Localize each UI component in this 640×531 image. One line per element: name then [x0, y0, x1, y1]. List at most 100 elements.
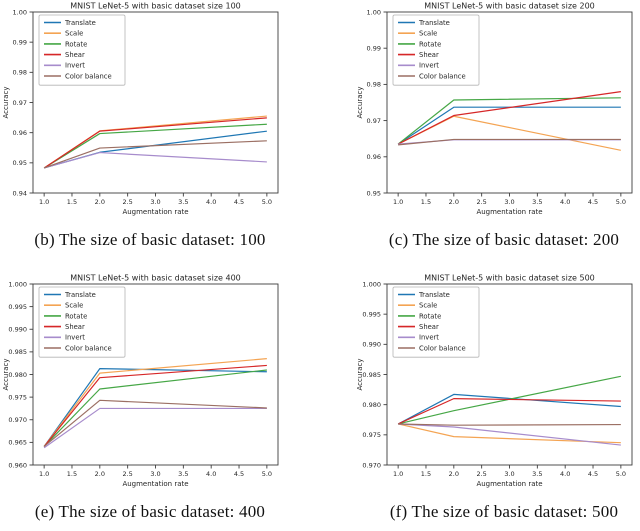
x-tick-label: 2.0	[449, 470, 459, 478]
legend-label: Color balance	[419, 72, 466, 80]
subplot-c-inner: MNIST LeNet-5 with basic dataset size 20…	[354, 0, 640, 250]
y-tick-label: 0.96	[367, 153, 381, 161]
x-tick-label: 4.0	[560, 470, 570, 478]
x-tick-label: 3.0	[504, 470, 514, 478]
x-tick-label: 3.5	[178, 198, 188, 206]
y-tick-label: 0.990	[362, 341, 381, 349]
x-tick-label: 3.5	[532, 470, 542, 478]
x-tick-label: 5.0	[616, 470, 626, 478]
y-tick-label: 0.995	[8, 303, 27, 311]
y-axis-label: Accuracy	[2, 359, 10, 391]
y-tick-label: 0.995	[362, 310, 381, 318]
x-tick-label: 2.0	[95, 198, 105, 206]
series-line-rotate	[398, 375, 621, 425]
x-tick-label: 2.5	[122, 198, 132, 206]
x-tick-label: 3.0	[150, 470, 160, 478]
y-tick-label: 0.98	[13, 69, 27, 77]
y-tick-label: 0.985	[8, 348, 27, 356]
x-tick-label: 3.5	[532, 198, 542, 206]
x-tick-label: 3.0	[504, 198, 514, 206]
series-line-invert	[43, 407, 267, 449]
x-tick-label: 1.5	[421, 198, 431, 206]
series-line-invert	[43, 151, 267, 169]
series-line-shear	[397, 398, 621, 425]
chart-title: MNIST LeNet-5 with basic dataset size 20…	[424, 2, 595, 11]
y-tick-label: 0.97	[367, 117, 381, 125]
legend-label: Scale	[419, 302, 437, 310]
series-line-color-balance	[43, 399, 267, 447]
y-axis-label: Accuracy	[356, 87, 364, 119]
series-line-color-balance	[398, 138, 621, 146]
y-tick-label: 1.00	[13, 8, 27, 16]
legend-label: Invert	[419, 62, 439, 70]
legend-label: Scale	[65, 302, 83, 310]
legend-label: Translate	[418, 19, 450, 27]
legend-label: Invert	[419, 334, 439, 342]
subplot-caption-c: (c) The size of basic dataset: 200	[388, 230, 620, 249]
x-tick-label: 2.5	[476, 470, 486, 478]
y-tick-label: 0.99	[367, 45, 381, 53]
y-tick-label: 0.96	[13, 129, 27, 137]
legend-label: Rotate	[419, 40, 441, 48]
y-tick-label: 0.975	[362, 431, 381, 439]
x-axis-label: Augmentation rate	[122, 208, 188, 216]
y-tick-label: 0.970	[8, 416, 27, 424]
legend-label: Shear	[65, 51, 85, 59]
series-line-invert	[398, 423, 621, 446]
legend-label: Color balance	[419, 344, 466, 352]
legend-label: Translate	[64, 19, 96, 27]
x-tick-label: 4.0	[206, 470, 216, 478]
x-tick-label: 3.0	[150, 198, 160, 206]
x-tick-label: 3.5	[178, 470, 188, 478]
y-tick-label: 0.965	[8, 439, 27, 447]
series-line-color-balance	[43, 140, 267, 169]
y-tick-label: 1.00	[367, 8, 381, 16]
legend-label: Shear	[419, 51, 439, 59]
x-tick-label: 4.5	[588, 198, 598, 206]
x-tick-label: 1.0	[393, 198, 403, 206]
legend-label: Shear	[65, 323, 85, 331]
legend-label: Scale	[419, 30, 437, 38]
y-tick-label: 0.95	[367, 189, 381, 197]
subplot-f-inner: MNIST LeNet-5 with basic dataset size 50…	[354, 272, 640, 522]
subplot-e-inner: MNIST LeNet-5 with basic dataset size 40…	[0, 272, 300, 522]
x-tick-label: 2.5	[122, 470, 132, 478]
x-tick-label: 1.5	[67, 198, 77, 206]
line-chart-dataset-500: MNIST LeNet-5 with basic dataset size 50…	[356, 274, 633, 488]
line-chart-dataset-200: MNIST LeNet-5 with basic dataset size 20…	[356, 2, 633, 216]
legend-label: Translate	[418, 291, 450, 299]
x-tick-label: 1.0	[39, 470, 49, 478]
legend-label: Rotate	[65, 312, 87, 320]
legend-label: Color balance	[65, 72, 112, 80]
x-tick-label: 1.5	[67, 470, 77, 478]
x-tick-label: 1.0	[39, 198, 49, 206]
y-tick-label: 0.97	[13, 99, 27, 107]
series-line-scale	[43, 358, 267, 447]
x-tick-label: 4.5	[234, 470, 244, 478]
subplot-caption-b: (b) The size of basic dataset: 100	[34, 230, 266, 249]
x-tick-label: 1.5	[421, 470, 431, 478]
chart-title: MNIST LeNet-5 with basic dataset size 50…	[424, 274, 595, 283]
x-tick-label: 4.5	[588, 470, 598, 478]
series-line-rotate	[43, 369, 267, 447]
series-line-rotate	[43, 123, 267, 169]
series-line-translate	[397, 393, 621, 425]
x-tick-label: 4.0	[206, 198, 216, 206]
line-chart-dataset-400: MNIST LeNet-5 with basic dataset size 40…	[2, 274, 279, 488]
series-line-rotate	[397, 97, 621, 145]
subplot-c: MNIST LeNet-5 with basic dataset size 20…	[320, 0, 640, 272]
x-tick-label: 2.0	[95, 470, 105, 478]
line-chart-dataset-100: MNIST LeNet-5 with basic dataset size 10…	[2, 2, 279, 216]
legend-label: Shear	[419, 323, 439, 331]
subplot-e: MNIST LeNet-5 with basic dataset size 40…	[0, 272, 320, 531]
series-line-translate	[43, 368, 267, 447]
x-tick-label: 5.0	[262, 198, 272, 206]
series-line-shear	[397, 91, 621, 145]
chart-title: MNIST LeNet-5 with basic dataset size 40…	[70, 274, 241, 283]
x-axis-label: Augmentation rate	[122, 480, 188, 488]
legend-label: Rotate	[419, 312, 441, 320]
y-tick-label: 1.000	[362, 280, 381, 288]
subplot-b-inner: MNIST LeNet-5 with basic dataset size 10…	[0, 0, 300, 250]
y-tick-label: 0.970	[362, 461, 381, 469]
legend-label: Scale	[65, 30, 83, 38]
